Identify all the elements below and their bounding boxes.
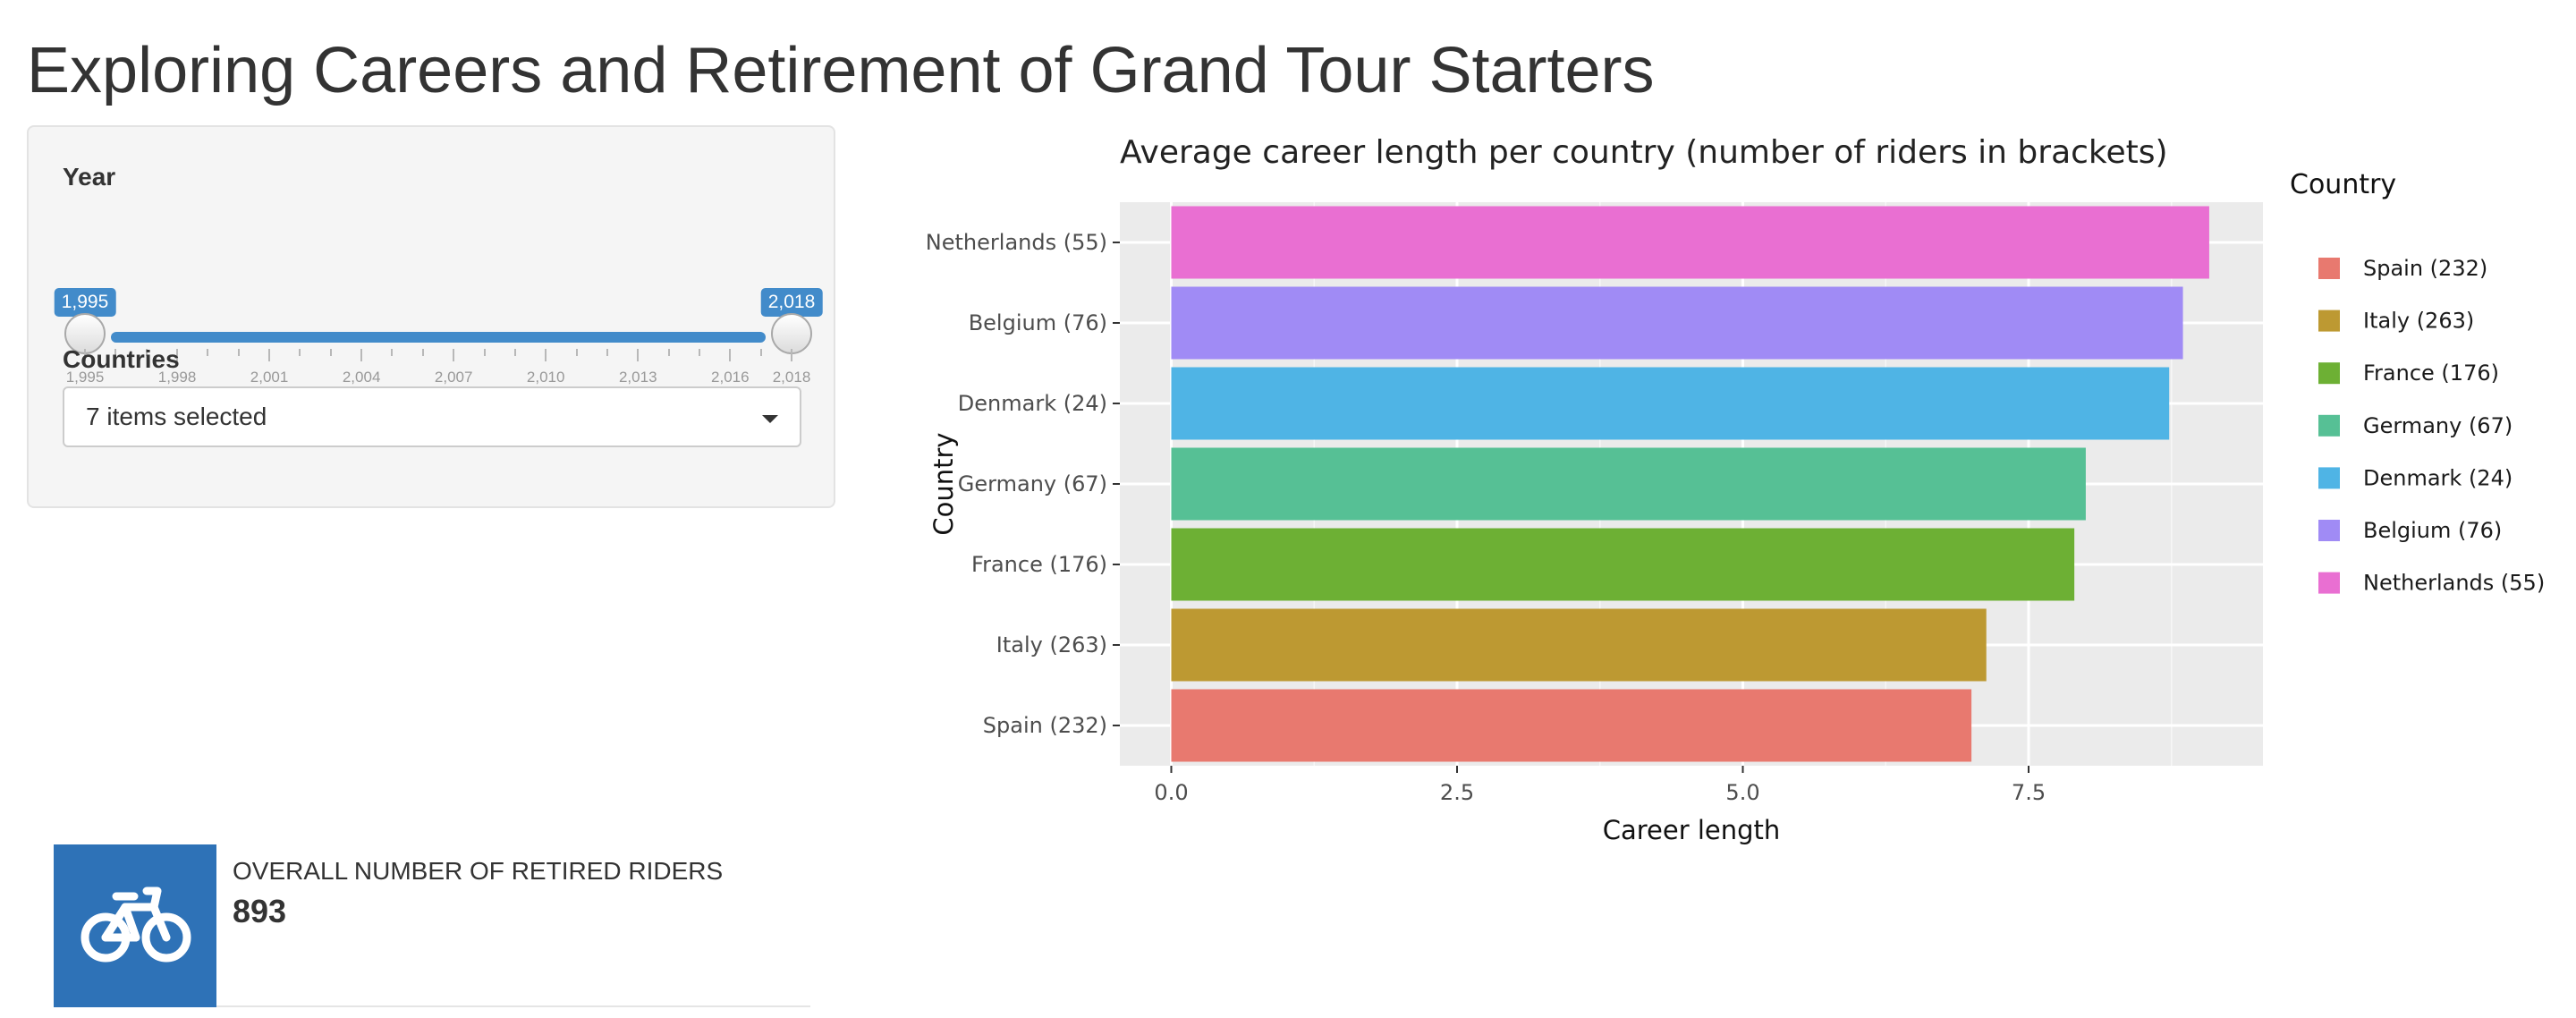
bar: [1171, 447, 2086, 521]
slider-tick-label: 2,004: [342, 369, 381, 386]
year-range-slider[interactable]: 1,995 2,018 1,995 1,998 2,001 2,004 2,007 2,0…: [54, 206, 823, 386]
legend-label: France (176): [2363, 361, 2499, 386]
countries-select[interactable]: 7 items selected: [63, 386, 801, 447]
x-tick-label: 2.5: [1440, 780, 1474, 805]
legend-swatch: [2318, 572, 2340, 594]
slider-tick: [114, 349, 117, 356]
slider-tick: [360, 349, 363, 361]
y-tick-label: Belgium (76): [969, 310, 1107, 335]
slider-tick: [545, 349, 547, 361]
slider-tick: [759, 349, 762, 356]
career-length-chart: Average career length per country (numbe…: [926, 134, 2545, 845]
y-tick-label: Spain (232): [983, 713, 1107, 738]
bar: [1171, 206, 2209, 279]
legend-swatch: [2318, 362, 2340, 385]
bar: [1171, 367, 2170, 440]
legend-label: Spain (232): [2363, 256, 2487, 281]
valuebox-value: 893: [233, 893, 287, 929]
y-axis: Spain (232) Italy (263) France (176) German…: [926, 230, 1120, 738]
y-tick-label: Netherlands (55): [926, 230, 1107, 255]
slider-tick: [791, 349, 792, 361]
page-title: Exploring Careers and Retirement of Gran…: [27, 35, 1655, 106]
bar: [1171, 689, 1972, 762]
slider-tick: [237, 349, 240, 356]
legend-swatch: [2318, 258, 2340, 279]
y-tick-label: Germany (67): [958, 471, 1107, 496]
slider-tick: [637, 349, 640, 361]
slider-tick-label: 2,007: [434, 369, 473, 386]
y-axis-title: Country: [928, 432, 959, 535]
retired-riders-valuebox: OVERALL NUMBER OF RETIRED RIDERS 893: [54, 844, 810, 1007]
slider-tick: [698, 349, 700, 356]
slider-tick: [299, 349, 301, 356]
x-tick-label: 7.5: [2012, 780, 2046, 805]
y-tick-label: France (176): [971, 552, 1107, 577]
slider-tick: [391, 349, 394, 356]
slider-tick: [575, 349, 578, 356]
y-tick-label: Denmark (24): [958, 391, 1107, 416]
slider-tick: [329, 349, 332, 356]
legend-swatch: [2318, 467, 2340, 489]
legend-swatch: [2318, 520, 2340, 541]
slider-tick: [84, 349, 86, 361]
year-label: Year: [63, 163, 116, 191]
x-axis-title: Career length: [1603, 815, 1781, 845]
slider-tick: [145, 349, 148, 356]
sidebar-panel: Year 1,995 2,018 1,995 1,998 2,001 2,004 2,0…: [27, 125, 835, 508]
slider-tick-label: 1,995: [65, 369, 105, 386]
countries-select-value: 7 items selected: [86, 403, 267, 430]
bicycle-icon: [80, 887, 191, 963]
x-tick-label: 0.0: [1154, 780, 1188, 805]
slider-tick-label: 2,013: [618, 369, 657, 386]
valuebox-label: OVERALL NUMBER OF RETIRED RIDERS: [233, 857, 724, 885]
slider-tick: [483, 349, 486, 356]
slider-tick: [176, 349, 179, 361]
slider-tick-label: 2,016: [711, 369, 750, 386]
valuebox-icon-area: [54, 844, 216, 1007]
slider-tick-label: 2,001: [250, 369, 289, 386]
legend-swatch: [2318, 414, 2340, 437]
slider-tick: [453, 349, 455, 361]
slider-tick-label: 2,018: [772, 369, 811, 386]
slider-tick: [667, 349, 670, 356]
x-axis: 0.0 2.5 5.0 7.5: [1154, 766, 2046, 805]
slider-tick: [268, 349, 271, 361]
slider-tick-label: 1,998: [157, 369, 197, 386]
slider-to-value: 2,018: [760, 288, 823, 317]
bar: [1171, 286, 2183, 360]
legend-label: Belgium (76): [2363, 518, 2502, 543]
chart-title: Average career length per country (numbe…: [1120, 134, 2168, 171]
legend-title: Country: [2290, 169, 2396, 200]
legend-label: Germany (67): [2363, 413, 2512, 438]
y-tick-label: Italy (263): [996, 632, 1107, 657]
slider-tick: [513, 349, 516, 356]
legend-label: Netherlands (55): [2363, 571, 2545, 596]
slider-from-value: 1,995: [54, 288, 116, 317]
x-tick-label: 5.0: [1725, 780, 1759, 805]
caret-down-icon[interactable]: [762, 415, 778, 423]
legend-label: Denmark (24): [2363, 465, 2512, 490]
bars: [1171, 206, 2209, 762]
slider-tick: [729, 349, 732, 361]
legend-label: Italy (263): [2363, 309, 2474, 334]
slider-track[interactable]: [111, 332, 766, 343]
legend-swatch: [2318, 310, 2340, 332]
slider-tick: [207, 349, 209, 356]
bar: [1171, 608, 1987, 682]
bar: [1171, 528, 2075, 601]
slider-tick-label: 2,010: [526, 369, 565, 386]
legend: Spain (232) Italy (263) France (176) German…: [2318, 256, 2545, 596]
slider-tick: [421, 349, 424, 356]
countries-label: Countries: [63, 345, 180, 373]
slider-tick: [606, 349, 608, 356]
